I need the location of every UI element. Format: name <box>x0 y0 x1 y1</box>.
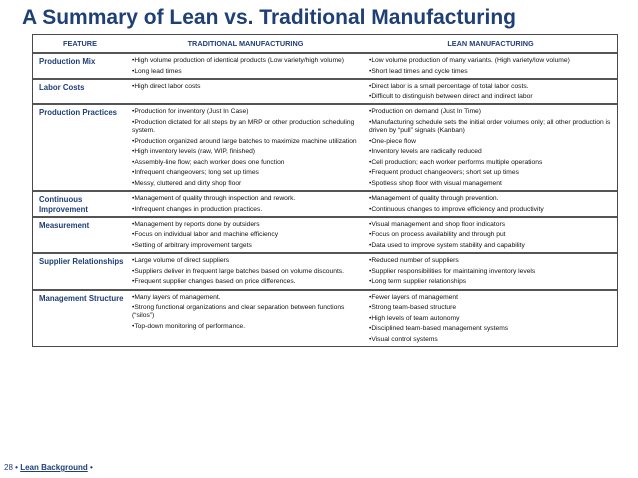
feature-cell: Continuous Improvement <box>33 191 127 218</box>
bullet-item: •Reduced number of suppliers <box>369 257 459 265</box>
bullet-item: •Focus on individual labor and machine e… <box>132 231 279 239</box>
lean-bullet-list: •Fewer layers of management •Strong team-… <box>369 294 614 344</box>
comparison-table: FEATURE TRADITIONAL MANUFACTURING LEAN M… <box>32 34 618 347</box>
slide-title: A Summary of Lean vs. Traditional Manufa… <box>22 6 516 29</box>
feature-cell: Production Practices <box>33 104 127 193</box>
bullet-item: •High levels of team autonomy <box>369 314 460 322</box>
feature-cell: Production Mix <box>33 53 127 80</box>
table-row: Production Practices •Production for inve… <box>33 104 617 193</box>
feature-cell: Labor Costs <box>33 78 127 106</box>
lean-cell: •Low volume production of many variants.… <box>364 53 617 80</box>
bullet-item: •Top-down monitoring of performance. <box>132 322 246 330</box>
bullet-item: •High volume production of identical pro… <box>132 57 344 64</box>
lean-cell: •Reduced number of suppliers •Supplier re… <box>364 253 617 291</box>
bullet-item: •Frequent product changeovers; short set… <box>369 169 519 177</box>
lean-cell: •Management of quality through preventio… <box>364 191 617 218</box>
section-link[interactable]: Lean Background <box>20 463 88 472</box>
bullet-item: •Long lead times <box>132 67 182 75</box>
feature-cell: Measurement <box>33 216 127 255</box>
traditional-cell: •High volume production of identical pro… <box>127 53 364 80</box>
traditional-bullet-list: •Management by reports done by outsiders… <box>132 221 361 250</box>
bullet-item: •Cell production; each worker performs m… <box>369 158 543 166</box>
bullet-item: •High direct labor costs <box>132 82 201 90</box>
footer-bullet-trailing: • <box>90 463 93 472</box>
header-traditional: TRADITIONAL MANUFACTURING <box>127 35 364 54</box>
bullet-item: •Difficult to distinguish between direct… <box>369 93 533 101</box>
bullet-item: •Management of quality through preventio… <box>369 195 499 203</box>
bullet-item: •Manufacturing schedule sets the initial… <box>369 119 611 135</box>
table-row: Management Structure •Many layers of mana… <box>33 290 617 346</box>
bullet-item: •Inventory levels are radically reduced <box>369 148 482 156</box>
page-number: 28 <box>4 463 13 472</box>
bullet-item: •Strong functional organizations and cle… <box>132 304 345 320</box>
lean-bullet-list: •Reduced number of suppliers •Supplier re… <box>369 257 614 286</box>
lean-cell: •Fewer layers of management •Strong team-… <box>364 290 617 346</box>
table-row: Labor Costs •High direct labor costs •Dire… <box>33 78 617 106</box>
table-row: Production Mix •High volume production of… <box>33 53 617 80</box>
bullet-item: •One-piece flow <box>369 137 416 145</box>
lean-bullet-list: •Production on demand (Just In Time) •Man… <box>369 108 614 188</box>
bullet-item: •Production dictated for all steps by an… <box>132 119 355 135</box>
table-row: Measurement •Management by reports done b… <box>33 216 617 255</box>
table-header-row: FEATURE TRADITIONAL MANUFACTURING LEAN M… <box>33 35 617 54</box>
feature-cell: Supplier Relationships <box>33 253 127 291</box>
feature-cell: Management Structure <box>39 293 124 303</box>
lean-cell: •Production on demand (Just In Time) •Man… <box>364 104 617 193</box>
table-row: Continuous Improvement •Management of qua… <box>33 191 617 218</box>
bullet-item: •Short lead times and cycle times <box>369 67 468 75</box>
bullet-item: •Infrequent changes in production practi… <box>132 205 263 213</box>
bullet-item: •Low volume production of many variants.… <box>369 57 570 64</box>
traditional-cell: •Management by reports done by outsiders… <box>127 216 364 255</box>
bullet-item: •Long term supplier relationships <box>369 278 467 286</box>
bullet-item: •High inventory levels (raw, WIP, finish… <box>132 148 256 156</box>
bullet-item: •Infrequent changeovers; long set up tim… <box>132 169 259 177</box>
bullet-item: •Setting of arbitrary improvement target… <box>132 242 252 250</box>
bullet-item: •Assembly-line flow; each worker does on… <box>132 158 285 166</box>
bullet-item: •Data used to improve system stability a… <box>369 242 525 250</box>
traditional-cell: •Many layers of management. •Strong funct… <box>127 290 364 346</box>
traditional-bullet-list: •High direct labor costs <box>132 83 361 91</box>
traditional-bullet-list: •Large volume of direct suppliers •Suppli… <box>132 257 361 286</box>
bullet-item: •Management of quality through inspectio… <box>132 195 296 203</box>
footer-bullet: • <box>15 463 18 472</box>
lean-bullet-list: •Low volume production of many variants.… <box>369 57 614 76</box>
bullet-item: •Spotless shop floor with visual managem… <box>369 180 502 188</box>
traditional-cell: •Production for inventory (Just In Case)… <box>127 104 364 193</box>
bullet-item: •Continuous changes to improve efficienc… <box>369 205 544 213</box>
bullet-item: •Focus on process availability and throu… <box>369 231 506 239</box>
table-row: Supplier Relationships •Large volume of d… <box>33 253 617 291</box>
lean-cell: •Visual management and shop floor indica… <box>364 216 617 255</box>
lean-bullet-list: •Management of quality through preventio… <box>369 195 614 214</box>
bullet-item: •Production on demand (Just In Time) <box>369 108 481 116</box>
header-lean: LEAN MANUFACTURING <box>364 35 617 54</box>
bullet-item: •Strong team-based structure <box>369 304 457 312</box>
traditional-bullet-list: •Many layers of management. •Strong funct… <box>132 294 361 331</box>
traditional-cell: •High direct labor costs <box>127 78 364 106</box>
bullet-item: •Direct labor is a small percentage of t… <box>369 82 529 90</box>
header-feature: FEATURE <box>33 35 127 54</box>
traditional-bullet-list: •Production for inventory (Just In Case)… <box>132 108 361 188</box>
bullet-item: •Production for inventory (Just In Case) <box>132 108 249 116</box>
bullet-item: •Production organized around large batch… <box>132 137 357 145</box>
footer: 28 • Lean Background • <box>4 463 93 472</box>
bullet-item: •Disciplined team-based management syste… <box>369 325 509 333</box>
bullet-item: •Visual management and shop floor indica… <box>369 220 506 228</box>
traditional-bullet-list: •Management of quality through inspectio… <box>132 195 361 214</box>
bullet-item: •Large volume of direct suppliers <box>132 257 230 265</box>
bullet-item: •Suppliers deliver in frequent large bat… <box>132 267 345 275</box>
bullet-item: •Management by reports done by outsiders <box>132 220 260 228</box>
traditional-cell: •Management of quality through inspectio… <box>127 191 364 218</box>
traditional-cell: •Large volume of direct suppliers •Suppli… <box>127 253 364 291</box>
lean-bullet-list: •Visual management and shop floor indica… <box>369 221 614 250</box>
bullet-item: •Fewer layers of management <box>369 293 458 301</box>
bullet-item: •Messy, cluttered and dirty shop floor <box>132 180 242 188</box>
bullet-item: •Many layers of management. <box>132 293 221 301</box>
traditional-bullet-list: •High volume production of identical pro… <box>132 57 361 76</box>
bullet-item: •Visual control systems <box>369 335 438 343</box>
lean-bullet-list: •Direct labor is a small percentage of t… <box>369 83 614 102</box>
lean-cell: •Direct labor is a small percentage of t… <box>364 78 617 106</box>
bullet-item: •Frequent supplier changes based on pric… <box>132 278 296 286</box>
bullet-item: •Supplier responsibilities for maintaini… <box>369 267 536 275</box>
